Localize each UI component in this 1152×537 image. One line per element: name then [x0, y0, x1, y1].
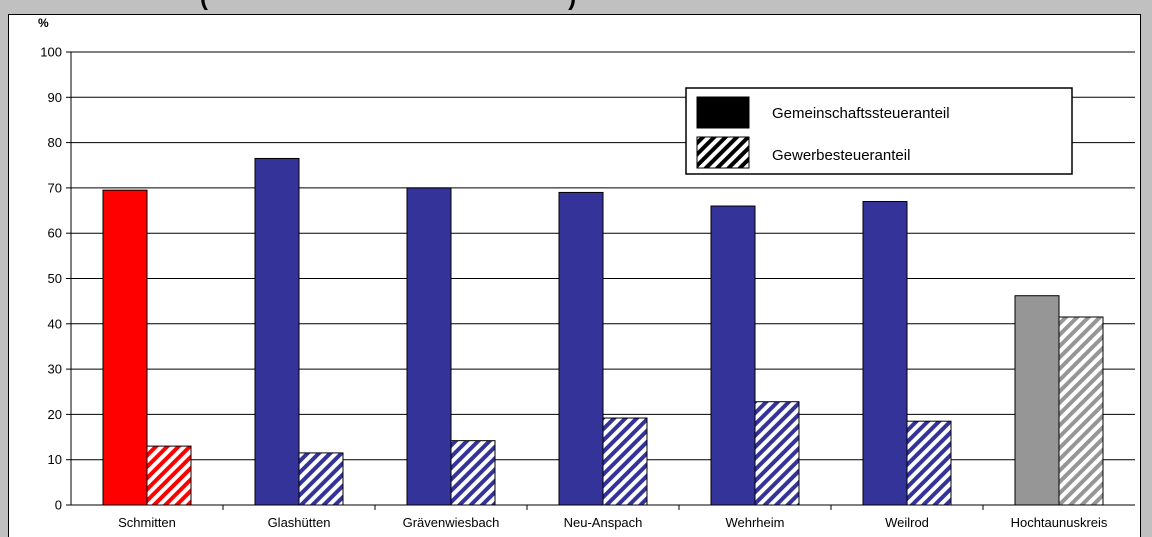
bar-gemeinschaftssteueranteil	[558, 191, 604, 506]
legend-swatch-gemeinschaftssteueranteil	[696, 96, 750, 129]
y-axis-unit-label: %	[38, 16, 49, 30]
y-tick-label: 90	[48, 90, 62, 105]
bar-gewerbesteueranteil	[754, 401, 800, 506]
bars-layer	[102, 157, 1104, 506]
bar-gemeinschaftssteueranteil	[862, 200, 908, 506]
legend: Gemeinschaftssteueranteil Gewerbesteuera…	[685, 87, 1073, 175]
x-category-label: Neu-Anspach	[564, 515, 643, 530]
y-tick-label: 40	[48, 316, 62, 331]
bar-gemeinschaftssteueranteil	[1014, 295, 1060, 506]
y-tick-label: 30	[48, 362, 62, 377]
y-tick-label: 100	[40, 45, 62, 60]
legend-box	[685, 87, 1073, 175]
legend-swatch-gewerbesteueranteil	[696, 136, 750, 169]
x-category-label: Glashütten	[268, 515, 331, 530]
y-tick-label: 60	[48, 226, 62, 241]
chart-title-clipped: ( )	[200, 0, 576, 12]
legend-label-gemeinschaftssteueranteil: Gemeinschaftssteueranteil	[772, 105, 950, 122]
y-tick-label: 0	[55, 498, 62, 513]
x-category-label: Schmitten	[118, 515, 176, 530]
y-tick-label: 50	[48, 271, 62, 286]
bar-gewerbesteueranteil	[298, 452, 344, 506]
bar-gewerbesteueranteil	[146, 445, 192, 506]
legend-label-gewerbesteueranteil: Gewerbesteueranteil	[772, 147, 910, 164]
bar-gemeinschaftssteueranteil	[254, 157, 300, 506]
bar-gemeinschaftssteueranteil	[710, 205, 756, 506]
axis-layer: 0 10 20 30 40 50 60 70 80 90 100 Schmitten Glashütte…	[40, 45, 1135, 530]
y-tick-label: 70	[48, 180, 62, 195]
bar-gemeinschaftssteueranteil	[406, 187, 452, 506]
bar-gewerbesteueranteil	[450, 440, 496, 506]
y-tick-label: 80	[48, 135, 62, 150]
y-tick-label: 10	[48, 452, 62, 467]
x-category-label: Wehrheim	[725, 515, 784, 530]
x-category-label: Grävenwiesbach	[403, 515, 500, 530]
top-strip: ( )	[0, 0, 1152, 14]
x-category-label: Weilrod	[885, 515, 929, 530]
y-tick-label: 20	[48, 407, 62, 422]
bar-gewerbesteueranteil	[906, 420, 952, 506]
bar-gewerbesteueranteil	[602, 417, 648, 506]
bar-gewerbesteueranteil	[1058, 316, 1104, 506]
bar-gemeinschaftssteueranteil	[102, 189, 148, 506]
x-category-label: Hochtaunuskreis	[1011, 515, 1108, 530]
